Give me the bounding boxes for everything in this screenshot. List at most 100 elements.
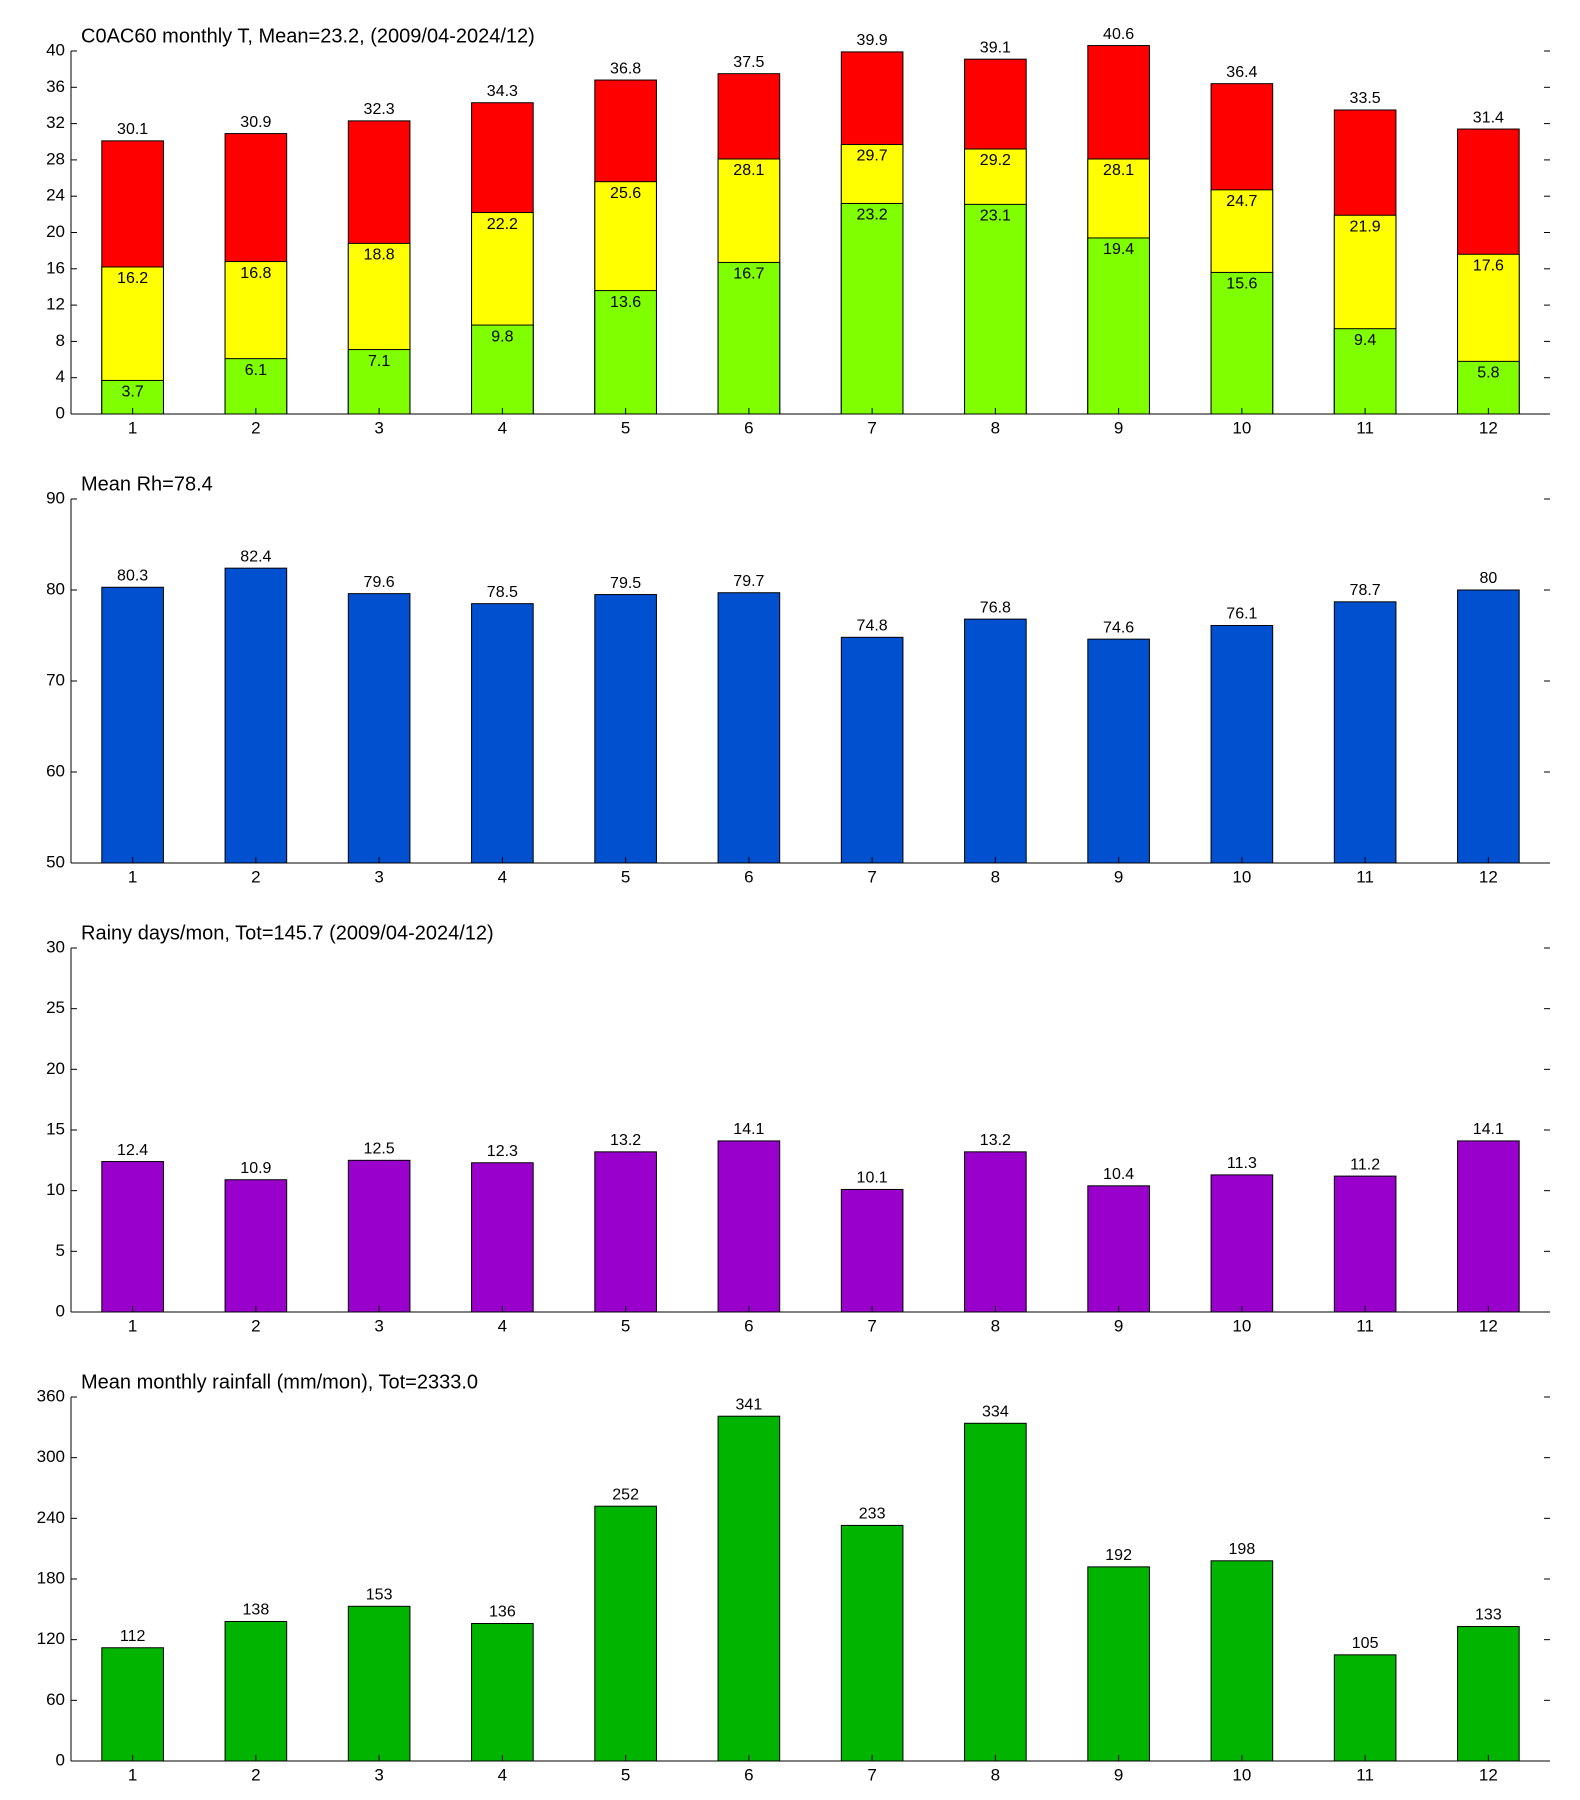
x-tick-label: 11 [1356,418,1374,437]
x-tick-label: 6 [744,867,753,886]
bar [471,1162,534,1313]
chart-title: Mean Rh=78.4 [81,473,213,495]
value-label: 10.9 [240,1160,271,1177]
bar [1457,1626,1520,1762]
value-label: 12.3 [487,1143,518,1160]
x-tick-label: 2 [251,867,260,886]
value-label: 17.6 [1473,257,1504,274]
x-tick-label: 12 [1479,1316,1498,1335]
y-tick-label: 180 [37,1568,65,1587]
x-tick-label: 12 [1479,1765,1498,1784]
value-label: 74.8 [857,618,888,635]
x-tick-label: 9 [1114,418,1123,437]
y-tick-label: 300 [37,1447,65,1466]
bar [224,1620,288,1762]
value-label: 80.3 [117,567,148,584]
x-tick-label: 5 [621,1316,630,1335]
y-tick-label: 360 [37,1386,65,1405]
value-label: 105 [1352,1635,1379,1652]
value-label: 78.7 [1350,582,1381,599]
x-tick-label: 8 [991,867,1000,886]
y-tick-label: 36 [46,77,65,96]
value-label: 138 [243,1602,270,1619]
value-label: 28.1 [733,162,764,179]
bar [1087,237,1150,415]
value-label: 19.4 [1103,241,1134,258]
y-tick-label: 80 [46,579,65,598]
value-label: 7.1 [368,353,390,370]
bar [1333,1175,1397,1313]
bar [1210,271,1274,415]
value-label: 79.5 [610,575,641,592]
bar [964,1422,1027,1762]
x-tick-label: 9 [1114,867,1123,886]
y-tick-label: 16 [46,258,65,277]
x-tick-label: 4 [498,1765,507,1784]
x-tick-label: 7 [867,418,876,437]
y-tick-label: 32 [46,113,65,132]
x-tick-label: 3 [374,1316,383,1335]
bar [1457,1140,1520,1313]
y-tick-label: 240 [37,1508,65,1527]
value-label: 79.7 [733,573,764,590]
y-tick-label: 10 [46,1180,65,1199]
bar [840,1524,904,1762]
value-label: 13.2 [980,1132,1011,1149]
value-label: 32.3 [364,101,395,118]
value-label: 29.2 [980,152,1011,169]
y-tick-label: 28 [46,149,65,168]
value-label: 12.5 [364,1141,395,1158]
value-label: 82.4 [240,548,271,565]
value-label: 112 [120,1628,146,1645]
x-tick-label: 12 [1479,867,1498,886]
y-tick-label: 20 [46,1059,65,1078]
bar [840,1188,904,1313]
x-tick-label: 5 [621,1765,630,1784]
value-label: 14.1 [733,1121,764,1138]
bar [347,1605,411,1762]
bar [964,203,1027,415]
bar [347,593,411,864]
value-label: 37.5 [733,54,764,71]
value-label: 192 [1105,1547,1132,1564]
bar [594,594,657,864]
y-tick-label: 70 [46,670,65,689]
value-label: 33.5 [1350,90,1381,107]
x-tick-label: 4 [498,867,507,886]
x-tick-label: 6 [744,1765,753,1784]
value-label: 133 [1475,1607,1502,1624]
bar [101,1161,164,1313]
value-label: 29.7 [857,148,888,165]
x-tick-label: 7 [867,1765,876,1784]
value-label: 334 [982,1404,1009,1421]
x-tick-label: 10 [1232,1316,1251,1335]
chart-title: Mean monthly rainfall (mm/mon), Tot=2333… [81,1371,478,1393]
bar [594,1505,657,1762]
value-label: 16.8 [240,265,271,282]
value-label: 36.4 [1226,64,1257,81]
value-label: 3.7 [122,384,144,401]
bar [1087,638,1150,864]
value-label: 341 [736,1396,763,1413]
bar [1333,1654,1397,1762]
x-tick-label: 5 [621,418,630,437]
y-tick-label: 4 [56,367,65,386]
value-label: 10.4 [1103,1166,1134,1183]
value-label: 39.1 [980,39,1011,56]
bar [1087,1185,1150,1313]
value-label: 28.1 [1103,162,1134,179]
x-tick-label: 2 [251,1765,260,1784]
x-tick-label: 11 [1356,1316,1374,1335]
value-label: 40.6 [1103,26,1134,43]
value-label: 12.4 [117,1142,148,1159]
bar [101,1647,164,1762]
bar [1333,328,1397,415]
value-label: 11.3 [1227,1155,1257,1172]
x-tick-label: 3 [374,1765,383,1784]
bar [1457,589,1520,864]
value-label: 24.7 [1226,193,1257,210]
y-tick-label: 12 [46,295,65,314]
x-tick-label: 8 [991,1765,1000,1784]
bar [1210,624,1274,864]
value-label: 13.2 [610,1132,641,1149]
